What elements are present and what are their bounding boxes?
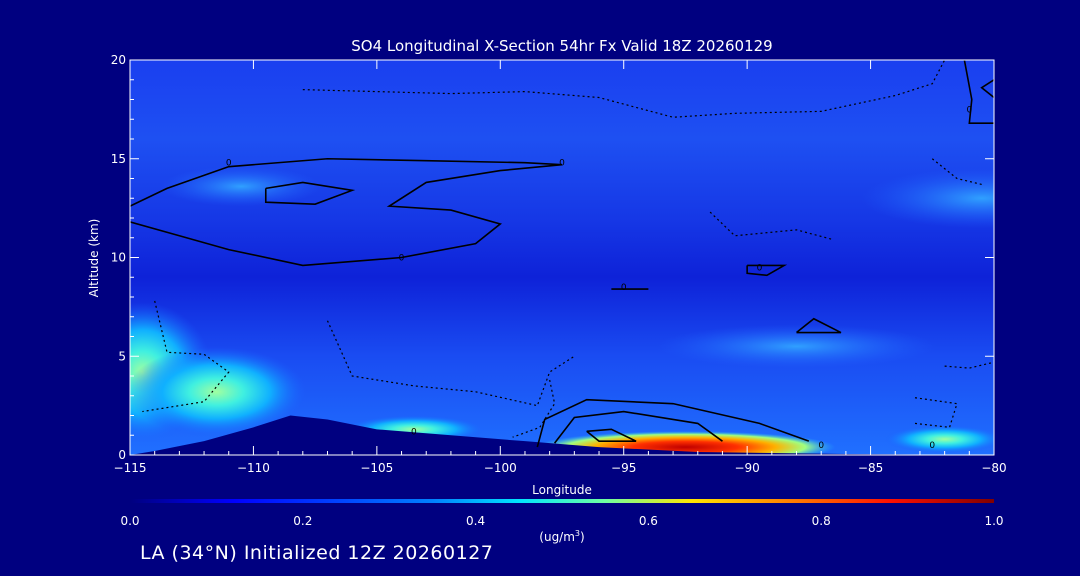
contour-line-solid (553, 410, 723, 444)
x-tick-label: −100 (484, 461, 517, 475)
x-tick-label: −115 (114, 461, 147, 475)
contour-label: 0 (621, 283, 627, 293)
contour-line-solid (130, 157, 563, 207)
y-tick-label: 5 (118, 349, 126, 363)
contour-label: 0 (966, 105, 972, 115)
x-tick-label: −105 (360, 461, 393, 475)
x-tick-label: −110 (237, 461, 270, 475)
colorbar-tick-label: 0.0 (120, 514, 139, 528)
colorbar-ticks: 0.0 0.2 0.4 0.6 0.8 1.0 (120, 514, 1003, 528)
colorbar: 0.0 0.2 0.4 0.6 0.8 1.0 (ug/m3) (120, 499, 1004, 544)
colorbar-unit-text: (ug/m (539, 530, 575, 544)
x-axis-label: Longitude (532, 483, 592, 497)
colorbar-tick-label: 0.4 (466, 514, 485, 528)
contour-line-dotted (326, 320, 575, 407)
contour-line-dotted (142, 300, 230, 413)
contour-line-solid (746, 264, 788, 277)
concentration-blob (656, 324, 937, 369)
y-tick-label: 15 (111, 152, 126, 166)
concentration-blob (130, 346, 307, 437)
colorbar-tick-label: 0.8 (812, 514, 831, 528)
y-tick-label: 20 (111, 53, 126, 67)
concentration-blob (884, 425, 994, 454)
contour-line-solid (980, 79, 994, 99)
x-tick-label: −80 (981, 461, 1006, 475)
chart-title: SO4 Longitudinal X-Section 54hr Fx Valid… (351, 37, 772, 55)
contour-line-solid (963, 60, 994, 124)
y-tick-label: 0 (118, 448, 126, 462)
colorbar-unit-label: (ug/m3) (539, 529, 584, 544)
contour-line-dotted (302, 60, 946, 118)
colorbar-tick-label: 0.2 (293, 514, 312, 528)
contour-lines (130, 60, 994, 448)
colorbar-tick-label: 0.6 (639, 514, 658, 528)
contour-label: 0 (399, 254, 405, 264)
contour-line-dotted (709, 211, 834, 241)
colorbar-unit-superscript: 3 (575, 529, 580, 538)
x-tick-label: −95 (611, 461, 636, 475)
footer-caption: LA (34°N) Initialized 12Z 20260127 (140, 542, 494, 564)
x-tick-label: −90 (734, 461, 759, 475)
contour-label: 0 (559, 159, 565, 169)
contour-label: 0 (226, 159, 232, 169)
contour-line-solid (264, 181, 356, 205)
contour-labels: 0 0 0 0 0 0 0 0 0 (226, 105, 973, 451)
contour-line-solid (796, 317, 842, 334)
concentration-blob (161, 166, 322, 207)
contour-label: 0 (929, 441, 935, 451)
y-tick-label: 10 (111, 251, 126, 265)
contour-line-dotted (944, 361, 994, 369)
terrain (130, 415, 994, 455)
colorbar-tick-label: 1.0 (984, 514, 1003, 528)
contour-label: 0 (411, 427, 417, 437)
x-axis: −115 −110 −105 −100 −95 −90 −85 −80 (114, 60, 1007, 475)
colorbar-gradient (130, 499, 994, 503)
plot-area: 0 0 0 0 0 0 0 0 0 (129, 59, 995, 456)
contour-line-dotted (512, 379, 556, 438)
contour-label: 0 (757, 263, 763, 273)
contour-line-solid (586, 428, 637, 442)
contour-line-dotted (914, 397, 958, 429)
y-axis-label: Altitude (km) (87, 219, 101, 298)
colorbar-unit-close: ) (580, 530, 585, 544)
x-tick-label: −85 (858, 461, 883, 475)
contour-label: 0 (818, 441, 824, 451)
y-axis: 0 5 10 15 20 (111, 53, 994, 462)
concentration-blob (861, 168, 994, 229)
contour-line-solid (536, 398, 810, 448)
contour-line-dotted (931, 158, 982, 186)
contour-line-solid (130, 163, 563, 267)
